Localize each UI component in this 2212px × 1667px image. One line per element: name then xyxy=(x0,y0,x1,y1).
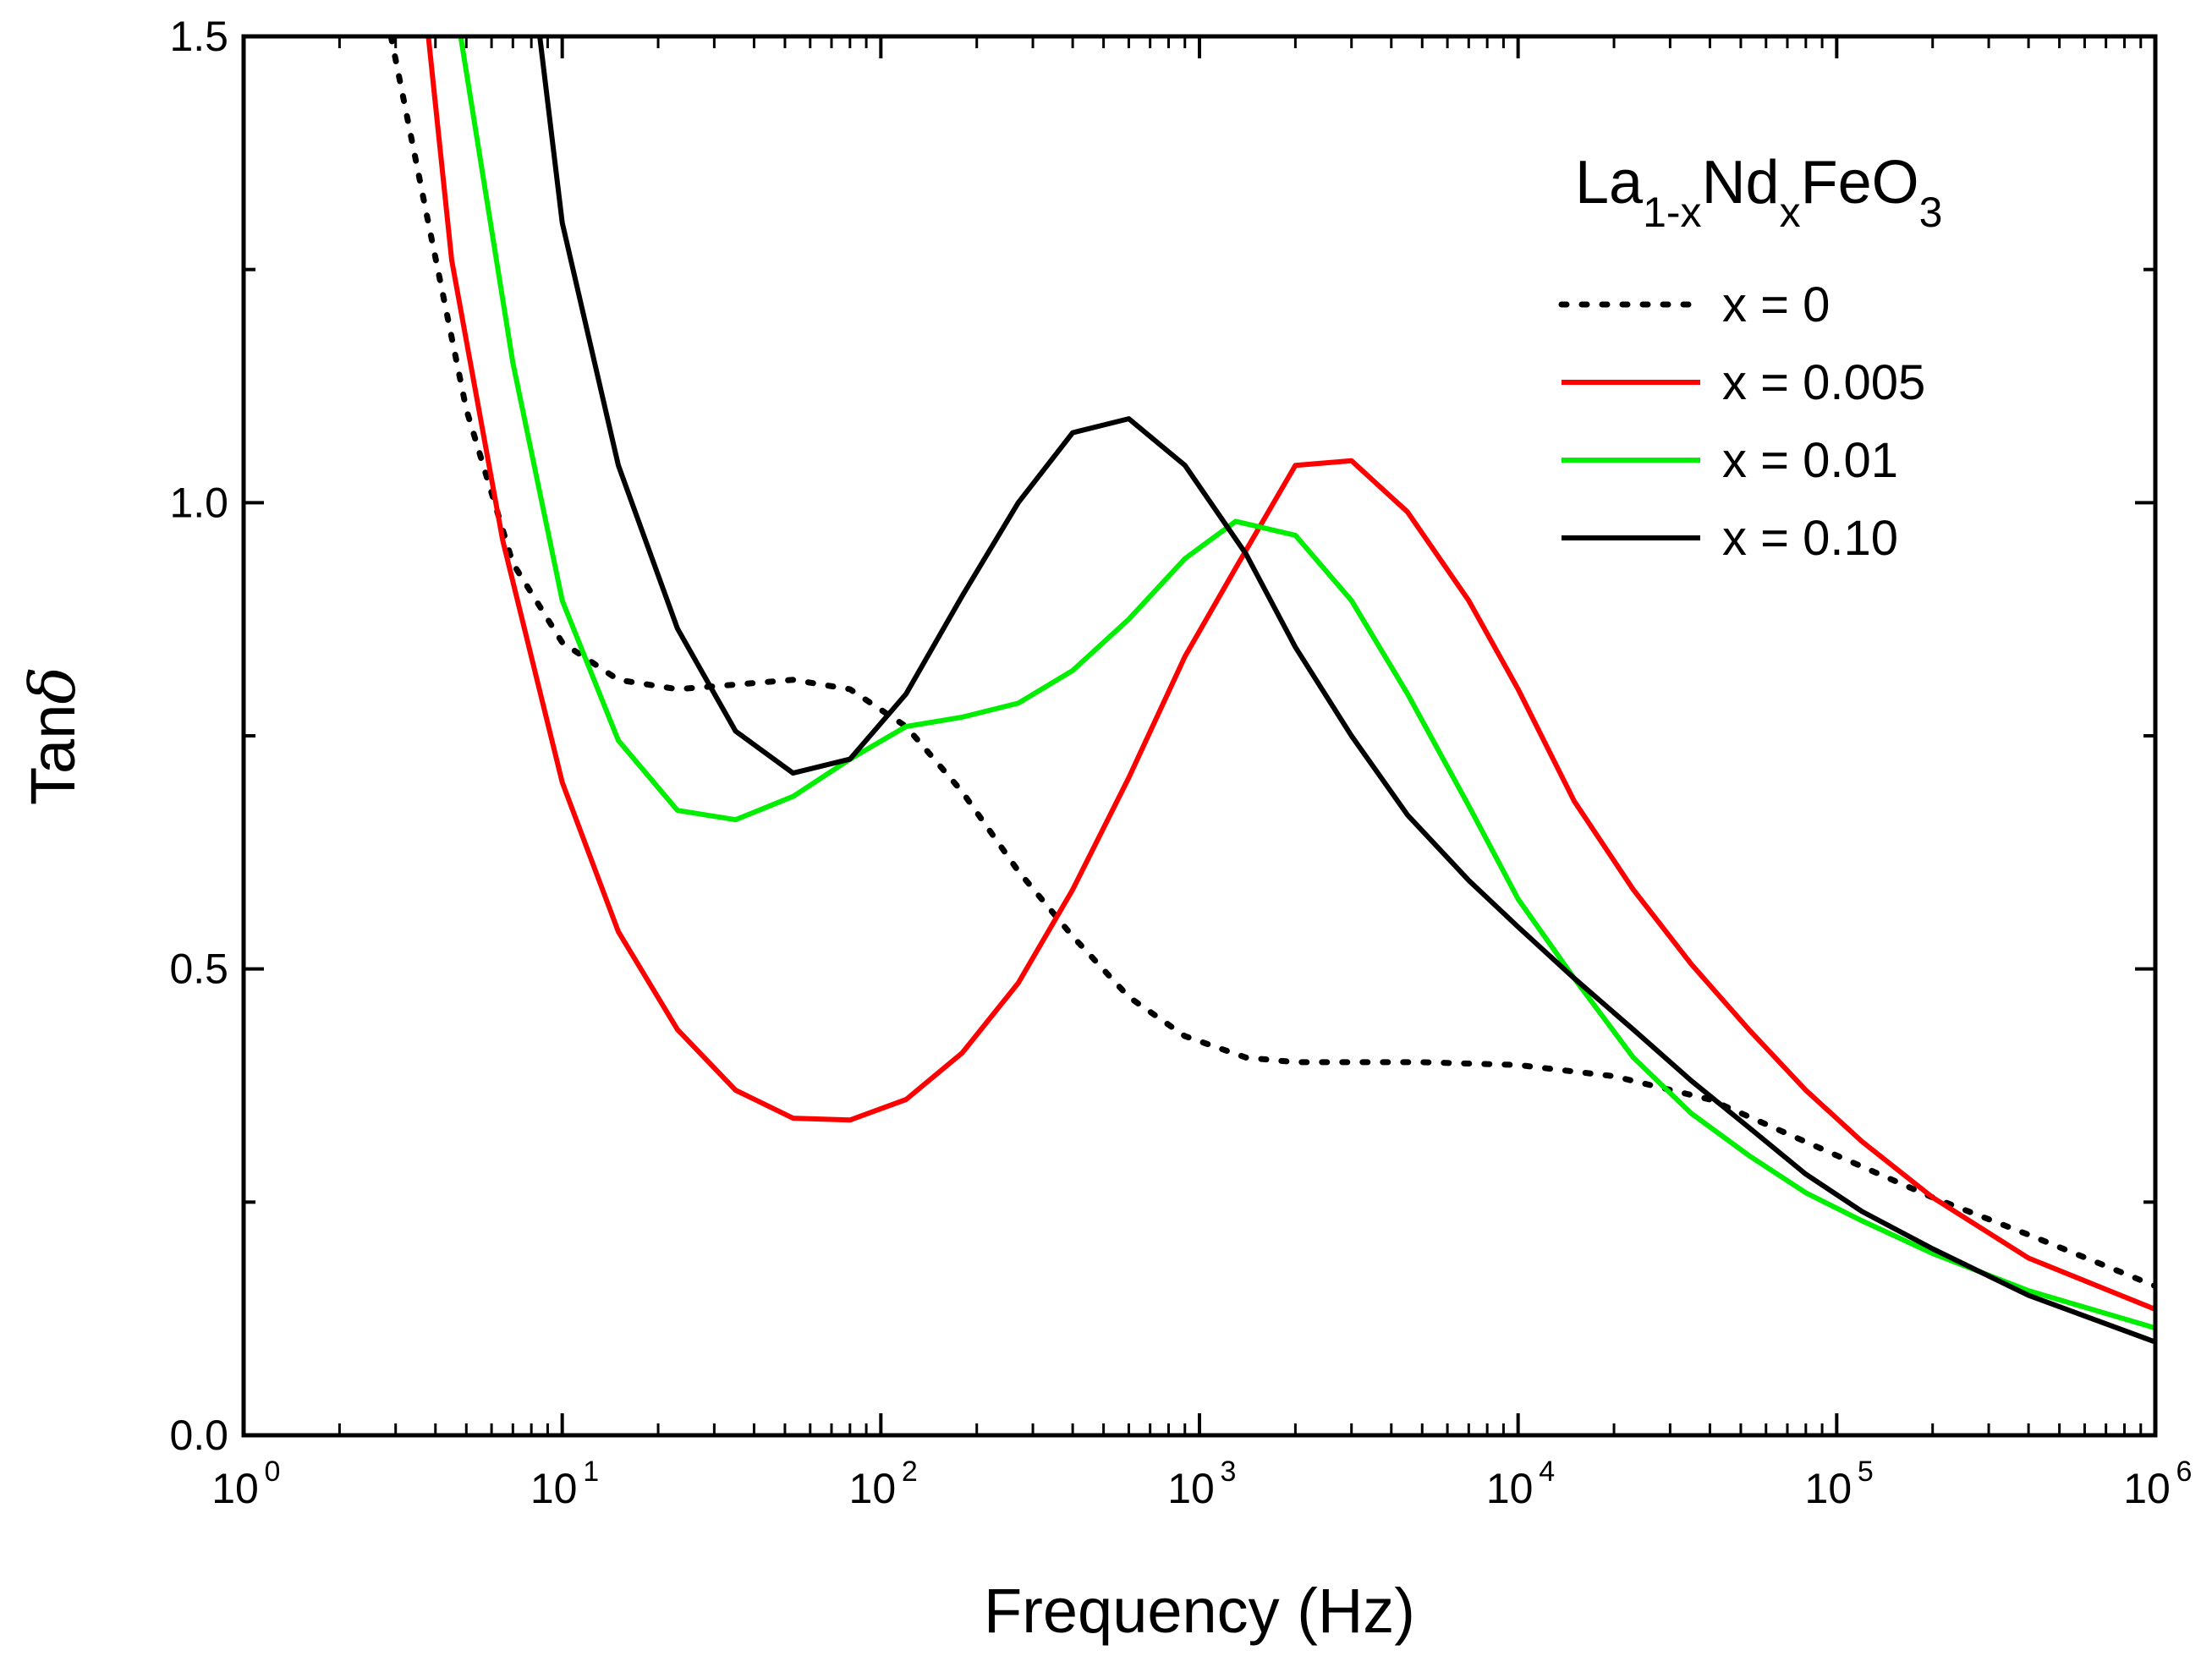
tick-layer: 0.00.51.01.510 0 10 1 10 2 10 3 10 4 10 5 10 6 xyxy=(169,13,2192,1512)
y-axis-title-symbol: δ xyxy=(17,666,90,705)
series-line-0 xyxy=(387,36,2155,1290)
y-tick-label: 1.5 xyxy=(169,13,228,60)
x-tick-exponent: 3 xyxy=(1221,1456,1237,1488)
x-tick-label: 10 xyxy=(1805,1465,1852,1512)
y-tick-label: 0.5 xyxy=(169,946,228,993)
y-axis-title: Tanδ xyxy=(17,666,90,805)
series-line-3 xyxy=(537,36,2155,1345)
legend-title-nd: Nd xyxy=(1702,149,1780,217)
x-tick-exponent: 0 xyxy=(265,1456,281,1488)
x-tick-exponent: 6 xyxy=(2176,1456,2193,1488)
legend-title-sub-1: 1-x xyxy=(1643,189,1701,236)
x-tick-label: 10 xyxy=(1167,1465,1215,1512)
x-axis-title: Frequency (Hz) xyxy=(984,1576,1415,1646)
data-layer xyxy=(387,36,2155,1345)
legend-title-sub-2: x xyxy=(1780,189,1801,236)
legend-title: La1-xNdxFeO3 xyxy=(1575,149,1942,236)
series-line-1 xyxy=(425,36,2155,1312)
x-tick-exponent: 4 xyxy=(1539,1456,1555,1488)
y-tick-label: 1.0 xyxy=(169,479,228,526)
series-line-2 xyxy=(458,36,2155,1331)
legend-label-3: x = 0.10 xyxy=(1722,511,1898,566)
legend-title-sub-3: 3 xyxy=(1919,189,1943,236)
x-tick-label: 10 xyxy=(530,1465,578,1512)
x-tick-exponent: 5 xyxy=(1858,1456,1874,1488)
legend-title-feo: FeO xyxy=(1801,149,1919,217)
x-tick-exponent: 2 xyxy=(902,1456,918,1488)
x-tick-label: 10 xyxy=(211,1465,259,1512)
y-axis-title-main: Tan xyxy=(18,705,88,805)
x-tick-label: 10 xyxy=(1486,1465,1534,1512)
x-tick-exponent: 1 xyxy=(583,1456,599,1488)
legend-label-1: x = 0.005 xyxy=(1722,355,1925,410)
x-tick-label: 10 xyxy=(849,1465,897,1512)
legend-label-0: x = 0 xyxy=(1722,277,1830,332)
legend-title-la: La xyxy=(1575,149,1644,217)
legend-entries: x = 0 x = 0.005 x = 0.01 x = 0.10 xyxy=(1558,277,1925,566)
y-tick-label: 0.0 xyxy=(169,1412,228,1459)
legend-label-2: x = 0.01 xyxy=(1722,433,1898,488)
x-tick-label: 10 xyxy=(2123,1465,2171,1512)
